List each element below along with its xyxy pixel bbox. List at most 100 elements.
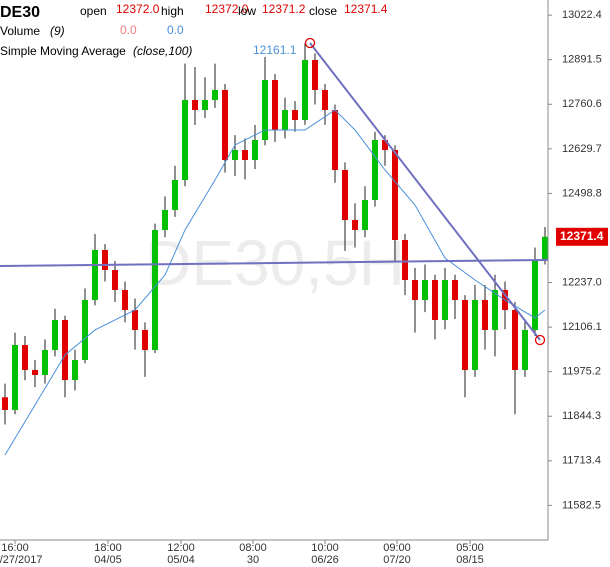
- y-tick-label: 13022.4: [562, 9, 602, 21]
- x-tick-label: 12:00: [167, 542, 195, 554]
- candle-body: [262, 80, 268, 140]
- candle-body: [172, 180, 178, 210]
- x-tick-label: 09:00: [383, 542, 411, 554]
- candle-body: [402, 239, 408, 280]
- x-tick-date: 02/27/2017: [0, 554, 43, 566]
- candle-body: [252, 139, 258, 160]
- candle-body: [32, 369, 38, 375]
- candle-body: [362, 199, 368, 230]
- x-tick-label: 16:00: [1, 542, 29, 554]
- y-tick-label: 11713.4: [562, 455, 601, 467]
- ohlc-label: high: [161, 4, 184, 18]
- y-tick-label: 11844.3: [562, 410, 601, 422]
- candle-body: [442, 279, 448, 320]
- sma-param: (close,100): [133, 44, 192, 58]
- candle-body: [272, 80, 278, 130]
- candle-body: [232, 150, 238, 160]
- candle-body: [212, 89, 218, 100]
- candle-body: [72, 359, 78, 380]
- candle-body: [92, 249, 98, 300]
- x-tick-label: 08:00: [239, 542, 267, 554]
- y-tick-label: 12237.0: [562, 276, 602, 288]
- ohlc-value: 12371.2: [262, 2, 306, 16]
- candle-body: [432, 279, 438, 320]
- candle-body: [122, 289, 128, 310]
- x-tick-label: 18:00: [94, 542, 122, 554]
- symbol: DE30: [0, 4, 40, 21]
- candle-body: [222, 89, 228, 160]
- candle-body: [392, 150, 398, 240]
- ohlc-value: 12371.4: [344, 2, 388, 16]
- plot-area: [0, 37, 549, 456]
- candle-body: [12, 344, 18, 410]
- x-tick-date: 04/05: [94, 554, 122, 566]
- candle-body: [292, 110, 298, 120]
- candle-body: [372, 139, 378, 200]
- candle-body: [452, 279, 458, 300]
- trend-line: [0, 258, 549, 267]
- x-tick-date: 08/15: [456, 554, 484, 566]
- y-tick-label: 12891.5: [562, 54, 602, 66]
- price-tag-label: 12371.4: [560, 229, 604, 243]
- candle-body: [472, 299, 478, 370]
- candle-body: [512, 309, 518, 370]
- volume-label: Volume: [0, 24, 40, 38]
- ohlc-label: low: [238, 4, 256, 18]
- x-tick-date: 05/04: [167, 554, 195, 566]
- x-tick-date: 06/26: [311, 554, 339, 566]
- candle-body: [492, 289, 498, 330]
- candle-body: [132, 309, 138, 330]
- ohlc-value: 12372.0: [205, 2, 249, 16]
- candle-body: [532, 259, 538, 330]
- sma-value: 12161.1: [253, 43, 297, 57]
- volume-value: 0.0: [120, 23, 137, 37]
- volume-value: 0.0: [167, 23, 184, 37]
- y-tick-label: 12629.7: [562, 143, 602, 155]
- candle-body: [162, 209, 168, 230]
- candle-body: [342, 169, 348, 220]
- candle-body: [422, 279, 428, 300]
- ohlc-label: open: [80, 4, 107, 18]
- candle-body: [382, 139, 388, 151]
- volume-param: (9): [50, 24, 65, 38]
- candle-body: [22, 344, 28, 370]
- x-tick-label: 10:00: [311, 542, 339, 554]
- ohlc-value: 12372.0: [116, 2, 160, 16]
- y-tick-label: 12498.8: [562, 187, 602, 199]
- candle-body: [312, 59, 318, 90]
- x-tick-date: 30: [247, 554, 259, 566]
- trend-handle: [534, 334, 546, 346]
- candle-body: [352, 219, 358, 230]
- candle-body: [462, 299, 468, 370]
- candle-body: [192, 99, 198, 111]
- y-tick-label: 12106.1: [562, 321, 602, 333]
- candle-body: [52, 319, 58, 350]
- sma-label: Simple Moving Average: [0, 44, 126, 58]
- candle-body: [302, 59, 308, 120]
- candle-body: [542, 236, 548, 260]
- y-tick-label: 11582.5: [562, 499, 601, 511]
- candle-body: [42, 349, 48, 375]
- sma-line: [4, 109, 546, 456]
- candle-body: [202, 99, 208, 111]
- trend-line: [309, 42, 541, 341]
- candle-body: [522, 329, 528, 370]
- candle-body: [82, 299, 88, 360]
- candle-body: [322, 89, 328, 111]
- price-tag: [556, 227, 608, 246]
- y-tick-label: 12760.6: [562, 98, 602, 110]
- candle-body: [102, 249, 108, 270]
- candle-body: [482, 299, 488, 330]
- x-tick-date: 07/20: [383, 554, 411, 566]
- candle-body: [112, 269, 118, 290]
- candle-body: [182, 99, 188, 180]
- x-tick-label: 05:00: [456, 542, 484, 554]
- candle-body: [62, 319, 68, 380]
- candle-body: [142, 329, 148, 350]
- ohlc-label: close: [309, 4, 337, 18]
- candle-body: [2, 397, 8, 410]
- trend-handle: [304, 37, 316, 49]
- y-tick-label: 11975.2: [562, 366, 601, 378]
